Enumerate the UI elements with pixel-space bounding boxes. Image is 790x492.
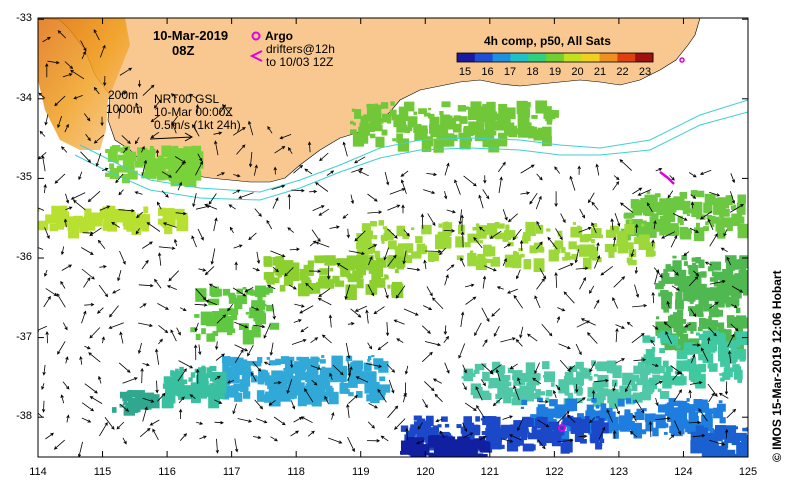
current-vectors	[38, 29, 744, 457]
drifter-track	[659, 171, 675, 185]
lat-tick-label: -38	[16, 410, 32, 423]
sst-patches	[38, 100, 748, 457]
lat-tick-label: -37	[16, 330, 32, 343]
colorbar-segment	[635, 53, 654, 62]
lon-tick-label: 125	[738, 466, 758, 478]
lon-tick-label: 122	[545, 466, 564, 478]
axis-ticks	[37, 18, 749, 457]
lat-tick-label: -35	[16, 171, 32, 184]
colorbar-segment	[510, 53, 529, 62]
colorbar-segment	[563, 53, 583, 62]
lon-tick-label: 114	[29, 466, 47, 478]
colorbar-segment	[599, 53, 618, 62]
colorbar-segment	[617, 53, 636, 62]
lat-tick-label: -33	[16, 12, 32, 25]
isobath-200m-label: 200m	[108, 88, 139, 102]
colorbar-tick-label: 22	[616, 66, 629, 78]
drifter-legend-icon	[249, 50, 263, 62]
lon-tick-label: 120	[416, 466, 435, 478]
data-datetime: 10-Mar 00:00Z	[154, 105, 233, 119]
colorbar-tick-label: 18	[526, 66, 539, 78]
colorbar-tick-label: 20	[571, 66, 584, 78]
lon-tick-label: 115	[93, 466, 112, 478]
argo-legend-label: Argo	[265, 29, 293, 43]
argo-float-marker	[679, 57, 685, 63]
map-time: 08Z	[172, 43, 195, 58]
isobath-200m	[79, 99, 748, 193]
colorbar-segment	[528, 53, 547, 62]
colorbar-tick-label: 23	[638, 66, 652, 78]
lat-tick-label: -34	[16, 91, 32, 104]
colorbar-title: 4h comp, p50, All Sats	[484, 34, 611, 48]
lon-tick-label: 118	[287, 466, 305, 478]
isobath-1000m-label: 1000m	[106, 102, 143, 116]
map-date: 10-Mar-2019	[153, 28, 229, 43]
lon-tick-label: 119	[351, 466, 370, 478]
argo-legend-icon	[251, 31, 261, 41]
credit-label: © IMOS 15-Mar-2019 12:06 Hobart	[770, 270, 784, 462]
colorbar-segment	[457, 53, 476, 62]
colorbar-tick-label: 19	[548, 66, 562, 78]
colorbar-segment	[581, 53, 601, 62]
lat-tick-label: -36	[16, 250, 32, 263]
lon-tick-label: 121	[480, 466, 499, 478]
colorbar-segment	[492, 53, 511, 62]
data-source: NRT00 GSL	[154, 92, 220, 106]
colorbar-tick-label: 21	[593, 66, 607, 78]
scale-arrow	[149, 132, 194, 142]
colorbar-tick-label: 17	[503, 66, 517, 78]
isobath-1000m	[74, 111, 748, 201]
colorbar-segment	[546, 53, 565, 62]
colorbar-tick-label: 16	[481, 66, 494, 78]
velocity-scale: 0.5m/s (1kt 24h)	[154, 118, 241, 132]
colorbar-tick-label: 15	[458, 66, 472, 78]
drifters-legend-label: drifters@12h	[266, 42, 335, 56]
colorbar-segment	[474, 53, 494, 62]
lon-tick-label: 117	[222, 466, 241, 478]
lon-tick-label: 123	[609, 466, 629, 478]
colorbar	[456, 52, 654, 63]
lon-tick-label: 116	[158, 466, 176, 478]
drifters-legend-date: to 10/03 12Z	[266, 55, 334, 69]
argo-float-marker	[558, 424, 566, 432]
map-frame	[37, 17, 749, 458]
lon-tick-label: 124	[674, 466, 693, 478]
